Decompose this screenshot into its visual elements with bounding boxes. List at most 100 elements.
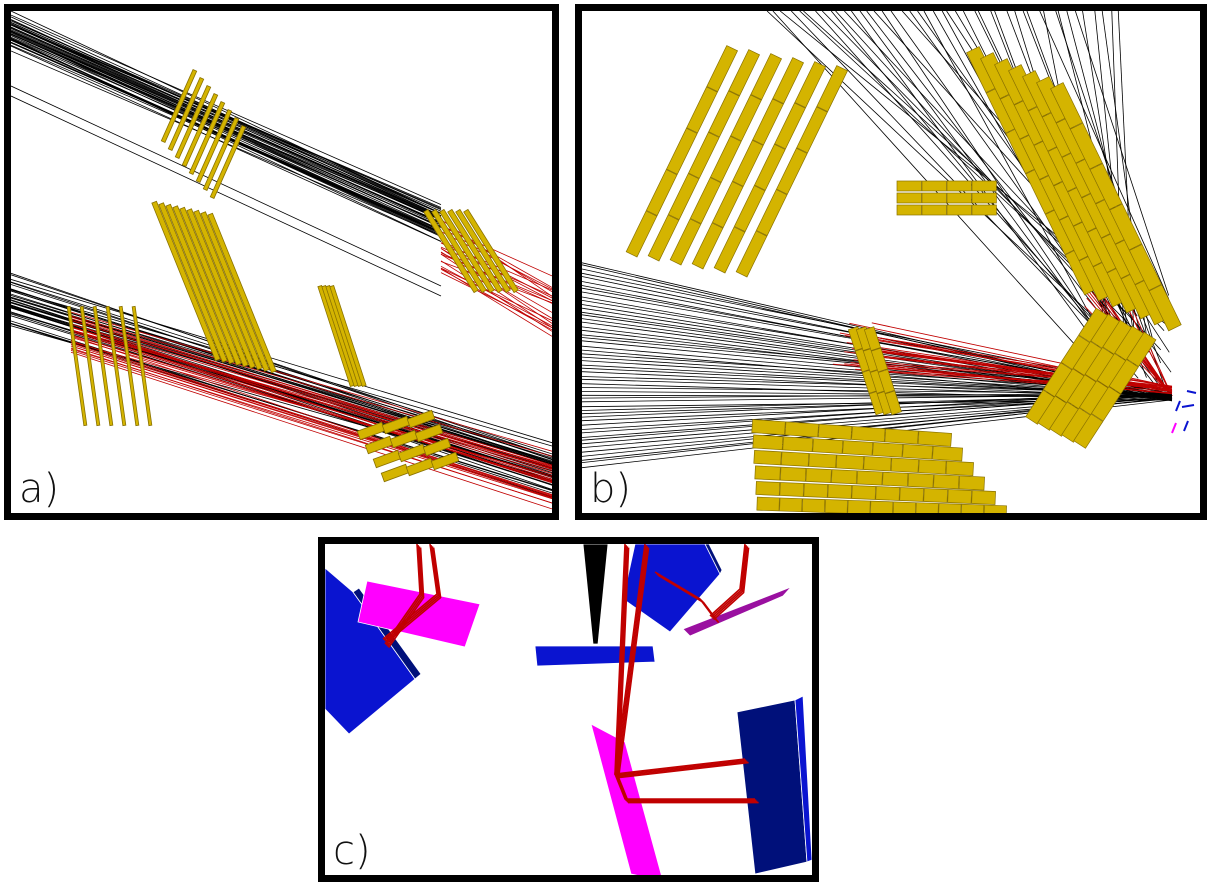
detector-module bbox=[666, 127, 698, 175]
track-line bbox=[70, 336, 552, 481]
detector-module bbox=[1109, 203, 1143, 251]
detector-module bbox=[188, 101, 226, 175]
detector-module bbox=[782, 436, 814, 452]
detector-module bbox=[753, 450, 974, 476]
detector-module bbox=[66, 305, 88, 427]
detector-module bbox=[750, 53, 783, 101]
track-tube bbox=[713, 547, 750, 621]
detector-module bbox=[780, 451, 810, 467]
detector-module bbox=[752, 434, 784, 451]
detector-module bbox=[1049, 319, 1133, 437]
track-line bbox=[11, 14, 442, 205]
sensor-module bbox=[704, 544, 723, 575]
detector-module bbox=[372, 449, 402, 469]
sensor-module bbox=[534, 645, 656, 667]
panel-b: b) bbox=[575, 4, 1207, 520]
detector-module bbox=[423, 208, 479, 294]
track-line bbox=[440, 267, 552, 321]
detector-module bbox=[994, 58, 1126, 308]
track-line bbox=[70, 315, 552, 457]
detector-module bbox=[728, 49, 761, 97]
detector-module bbox=[158, 202, 228, 363]
detector-module bbox=[882, 471, 909, 487]
track-line bbox=[70, 351, 552, 510]
detector-module bbox=[186, 208, 256, 369]
detector-module bbox=[1069, 122, 1103, 170]
detector-module bbox=[131, 305, 153, 427]
track-tube bbox=[386, 547, 442, 644]
detector-module bbox=[755, 481, 996, 505]
detector-module bbox=[1126, 331, 1157, 368]
detector-module bbox=[669, 53, 783, 266]
vertex-marker bbox=[1186, 390, 1197, 394]
detector-module bbox=[971, 192, 997, 204]
panel-c-shapes bbox=[325, 544, 812, 875]
track-line bbox=[11, 36, 442, 220]
track-line bbox=[70, 326, 552, 480]
track-line bbox=[11, 37, 442, 227]
detector-module bbox=[200, 211, 270, 372]
track-tube bbox=[615, 545, 747, 777]
detector-module bbox=[1008, 64, 1140, 314]
track-line bbox=[70, 350, 552, 504]
detector-module bbox=[667, 173, 700, 221]
detector-module bbox=[933, 474, 960, 490]
track-line bbox=[11, 322, 552, 491]
detector-module bbox=[946, 204, 972, 216]
panel-a-modules bbox=[66, 69, 519, 483]
track-line bbox=[70, 345, 552, 498]
detector-module bbox=[181, 93, 219, 167]
detector-module bbox=[918, 459, 947, 475]
detector-module bbox=[1022, 70, 1154, 320]
detector-module bbox=[803, 483, 829, 498]
detector-module bbox=[1050, 82, 1182, 332]
detector-module bbox=[772, 57, 805, 105]
detector-module bbox=[847, 499, 871, 513]
track-tube bbox=[616, 546, 748, 778]
detector-module bbox=[321, 284, 359, 388]
detector-module bbox=[706, 45, 739, 93]
detector-module bbox=[923, 488, 948, 503]
track-line bbox=[11, 279, 552, 444]
detector-module bbox=[817, 423, 853, 440]
detector-module bbox=[1061, 325, 1145, 443]
detector-module bbox=[983, 504, 1007, 513]
vertex-marker bbox=[1181, 404, 1195, 408]
detector-module bbox=[808, 453, 837, 469]
detector-module bbox=[1036, 76, 1168, 326]
track-line bbox=[11, 85, 442, 287]
detector-module bbox=[735, 230, 768, 278]
detector-module bbox=[896, 192, 997, 204]
detector-module bbox=[842, 440, 874, 456]
detector-module bbox=[751, 419, 786, 436]
sensor-module bbox=[736, 699, 808, 875]
detector-module bbox=[779, 466, 807, 482]
panel-a-label: a) bbox=[19, 466, 60, 512]
detector-module bbox=[875, 486, 901, 501]
detector-module bbox=[971, 180, 997, 192]
track-tube bbox=[709, 544, 746, 617]
detector-module bbox=[756, 496, 1007, 513]
detector-module bbox=[872, 442, 904, 458]
detector-module bbox=[945, 460, 974, 476]
track-tube bbox=[617, 547, 749, 779]
detector-module bbox=[439, 208, 495, 294]
detector-module bbox=[751, 419, 952, 447]
detector-module bbox=[713, 226, 746, 274]
track-line bbox=[1117, 11, 1137, 372]
detector-module bbox=[414, 423, 444, 443]
detector-module bbox=[669, 218, 702, 266]
track-tube bbox=[711, 546, 749, 619]
detector-module bbox=[958, 475, 985, 491]
detector-module bbox=[794, 61, 827, 109]
detector-module bbox=[455, 208, 511, 294]
detector-module bbox=[686, 86, 718, 134]
detector-module bbox=[870, 500, 894, 513]
detector-module bbox=[179, 206, 249, 368]
detector-module bbox=[691, 57, 805, 270]
detector-module bbox=[863, 326, 882, 352]
detector-module bbox=[1025, 307, 1109, 425]
detector-module bbox=[946, 192, 972, 204]
detector-module bbox=[801, 498, 826, 513]
detector-module bbox=[647, 214, 680, 262]
